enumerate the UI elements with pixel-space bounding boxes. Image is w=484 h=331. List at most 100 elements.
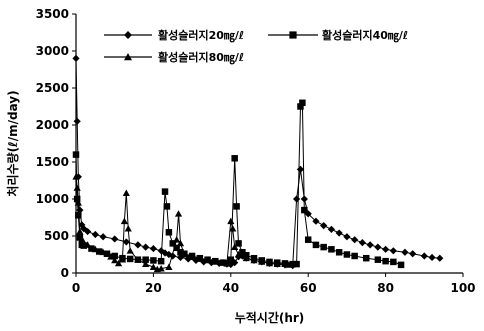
data-point-triangle xyxy=(91,245,99,253)
data-point-square xyxy=(165,229,173,236)
data-point-square xyxy=(126,255,134,263)
data-point-square xyxy=(374,256,382,263)
data-point-triangle xyxy=(242,254,250,262)
data-point-diamond xyxy=(374,243,382,251)
data-point-diamond xyxy=(73,117,81,125)
data-point-diamond xyxy=(91,230,99,239)
data-point-triangle xyxy=(78,235,86,242)
data-point-triangle xyxy=(173,236,181,243)
y-tick-label: 3500 xyxy=(36,7,69,21)
y-tick-label: 0 xyxy=(61,266,69,280)
y-ticks: 0 500 1000 1500 2000 2500 3000 3500 xyxy=(36,7,76,280)
data-point-diamond xyxy=(134,241,142,249)
data-point-triangle xyxy=(142,260,150,267)
data-point-triangle xyxy=(114,259,123,267)
y-axis-title: 처리수량(ℓ/m/day) xyxy=(5,90,20,196)
data-point-diamond xyxy=(420,252,428,260)
data-point-square xyxy=(328,246,335,253)
data-point-diamond xyxy=(72,54,80,62)
data-point-square xyxy=(231,155,238,162)
data-point-diamond xyxy=(436,254,444,262)
data-point-square xyxy=(335,249,343,256)
data-point-triangle xyxy=(124,225,132,232)
legend-label-series-1: 활성슬러지20㎎/ℓ xyxy=(158,28,244,43)
data-point-square xyxy=(75,212,82,219)
data-point-triangle xyxy=(72,173,80,180)
data-point-triangle xyxy=(124,53,132,61)
data-point-triangle xyxy=(134,256,142,263)
data-point-triangle xyxy=(165,263,173,270)
data-point-triangle xyxy=(273,260,281,267)
data-point-diamond xyxy=(320,222,328,230)
series-layer xyxy=(72,54,444,273)
data-point-triangle xyxy=(285,261,293,268)
data-point-diamond xyxy=(366,241,374,249)
data-point-square xyxy=(103,250,111,257)
data-point-square xyxy=(150,257,157,264)
data-point-square xyxy=(157,257,165,265)
data-point-triangle xyxy=(74,199,82,206)
data-point-square xyxy=(169,240,176,247)
y-tick-label: 1000 xyxy=(36,192,69,206)
data-point-diamond xyxy=(149,244,157,253)
data-point-diamond xyxy=(358,239,366,247)
data-point-triangle xyxy=(180,250,188,258)
data-point-triangle xyxy=(157,264,165,272)
data-point-triangle xyxy=(118,256,127,263)
data-point-diamond xyxy=(169,252,177,260)
data-point-square xyxy=(293,260,300,268)
legend-label-series-2: 활성슬러지40㎎/ℓ xyxy=(322,28,408,43)
data-point-diamond xyxy=(343,233,351,241)
data-point-diamond xyxy=(99,233,107,241)
data-point-square xyxy=(95,248,103,255)
data-point-square xyxy=(233,203,240,210)
data-point-square xyxy=(177,249,184,256)
data-point-triangle xyxy=(107,253,115,260)
y-tick-label: 500 xyxy=(44,229,69,243)
data-point-square xyxy=(173,244,180,252)
data-point-triangle xyxy=(250,256,258,264)
data-point-triangle xyxy=(76,227,84,235)
y-tick-label: 2500 xyxy=(36,81,69,95)
data-point-square xyxy=(363,254,370,262)
data-point-square xyxy=(397,261,405,269)
data-point-diamond xyxy=(231,259,239,267)
data-point-square xyxy=(297,103,304,110)
x-axis-title: 누적시간(hr) xyxy=(235,310,305,325)
data-point-diamond xyxy=(111,235,119,243)
data-point-diamond xyxy=(409,250,417,258)
data-point-triangle xyxy=(174,210,183,217)
legend: 활성슬러지20㎎/ℓ 활성슬러지40㎎/ℓ 활성슬러지80㎎/ℓ xyxy=(104,28,408,65)
data-point-square xyxy=(111,252,118,260)
data-point-diamond xyxy=(335,229,343,237)
data-point-square xyxy=(73,195,81,203)
data-point-square xyxy=(235,240,242,247)
data-point-square xyxy=(343,251,351,258)
data-point-square xyxy=(320,243,327,251)
y-tick-label: 2000 xyxy=(36,118,69,132)
data-point-diamond xyxy=(428,253,436,262)
data-point-diamond xyxy=(292,195,301,203)
data-point-diamond xyxy=(351,236,359,244)
x-tick-label: 100 xyxy=(450,281,475,295)
data-point-diamond xyxy=(296,165,305,173)
data-point-diamond xyxy=(382,245,390,253)
legend-item-series-2: 활성슬러지40㎎/ℓ xyxy=(268,28,408,43)
data-point-square xyxy=(312,241,320,249)
data-point-diamond xyxy=(401,248,409,256)
data-point-triangle xyxy=(149,263,157,270)
data-point-diamond xyxy=(389,247,397,255)
data-point-square xyxy=(301,206,308,214)
legend-item-series-1: 활성슬러지20㎎/ℓ xyxy=(104,28,244,43)
data-point-triangle xyxy=(211,258,219,265)
data-point-square xyxy=(351,252,358,260)
x-tick-label: 80 xyxy=(377,281,394,295)
data-point-diamond xyxy=(122,238,130,246)
data-point-diamond xyxy=(124,31,132,39)
data-point-triangle xyxy=(84,241,92,248)
series-line xyxy=(75,58,440,267)
data-point-square xyxy=(161,188,169,195)
data-point-square xyxy=(304,236,312,243)
data-point-square xyxy=(227,256,235,263)
